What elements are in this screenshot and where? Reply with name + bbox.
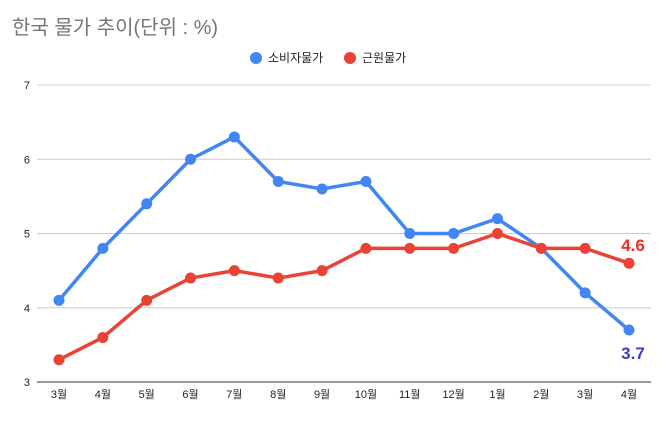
series-0: 3.7: [53, 131, 645, 363]
data-point: [623, 257, 635, 269]
data-point: [53, 354, 65, 366]
data-point: [448, 242, 460, 254]
data-point: [185, 272, 197, 284]
x-tick-label: 5월: [139, 388, 155, 401]
data-point: [53, 294, 65, 306]
data-point: [491, 228, 503, 239]
chart-title: 한국 물가 추이(단위 : %): [12, 16, 218, 39]
y-tick-label: 5: [24, 229, 30, 241]
data-point: [141, 198, 153, 210]
series-line: [57, 135, 631, 332]
x-tick-label: 4월: [95, 388, 111, 401]
x-tick-label: 3월: [577, 388, 593, 401]
x-tick-label: 9월: [314, 388, 330, 401]
data-point: [535, 242, 547, 254]
x-axis: 3월 4월 5월 6월 7월 8월 9월 10월 11월 12월 1월 2월 3월 4월: [51, 388, 637, 401]
data-point: [97, 242, 109, 254]
data-point: [623, 324, 635, 336]
y-tick-label: 4: [24, 303, 30, 315]
legend-label: 소비자물가: [268, 51, 323, 65]
x-tick-label: 11월: [399, 388, 421, 401]
data-point: [228, 131, 240, 143]
data-point: [491, 213, 503, 225]
data-label: 3.7: [621, 344, 645, 363]
data-point: [360, 176, 372, 188]
x-tick-label: 4월: [621, 388, 637, 401]
data-point: [579, 287, 591, 299]
x-tick-label: 1월: [489, 388, 505, 401]
series-line: [58, 231, 630, 362]
data-point: [272, 272, 284, 284]
legend-label: 근원물가: [362, 51, 406, 65]
x-tick-label: 6월: [182, 388, 198, 401]
data-label: 4.6: [621, 236, 645, 255]
data-point: [272, 176, 284, 188]
data-point: [228, 265, 240, 277]
series-1: 4.6: [53, 228, 645, 366]
x-tick-label: 2월: [533, 388, 549, 401]
data-point: [448, 228, 460, 239]
gridlines: [37, 84, 651, 383]
x-tick-label: 10월: [355, 388, 377, 401]
y-tick-label: 7: [24, 80, 30, 92]
x-tick-label: 12월: [442, 388, 464, 401]
data-point: [404, 228, 416, 239]
y-tick-label: 3: [24, 377, 30, 389]
y-axis: 3 4 5 6 7: [24, 80, 30, 389]
data-point: [185, 153, 197, 165]
data-point: [316, 265, 328, 277]
data-point: [360, 242, 372, 254]
data-point: [316, 183, 328, 195]
x-tick-label: 8월: [270, 388, 286, 401]
data-point: [404, 242, 416, 254]
x-tick-label: 3월: [51, 388, 67, 401]
y-tick-label: 6: [24, 154, 30, 166]
legend-marker: [250, 52, 262, 64]
legend: 소비자물가 근원물가: [250, 51, 406, 65]
data-point: [141, 294, 153, 306]
series-group: 3.7 4.6: [53, 131, 645, 366]
legend-marker: [344, 52, 356, 64]
data-point: [579, 242, 591, 254]
data-point: [97, 331, 109, 343]
x-tick-label: 7월: [226, 388, 242, 401]
